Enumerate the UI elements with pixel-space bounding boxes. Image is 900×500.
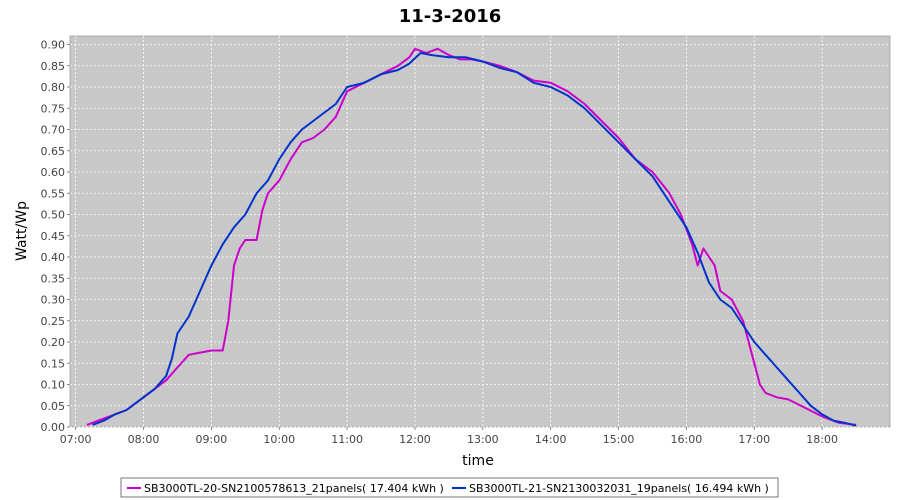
- y-tick-label: 0.90: [41, 39, 66, 52]
- y-tick-label: 0.10: [41, 379, 66, 392]
- y-tick-label: 0.50: [41, 209, 66, 222]
- y-tick-label: 0.30: [41, 294, 66, 307]
- x-tick-label: 09:00: [196, 433, 228, 446]
- x-tick-label: 12:00: [399, 433, 431, 446]
- x-tick-label: 16:00: [671, 433, 703, 446]
- y-tick-label: 0.25: [41, 315, 66, 328]
- plot-area: [69, 35, 891, 428]
- y-tick-label: 0.20: [41, 336, 66, 349]
- y-tick-label: 0.75: [41, 102, 66, 115]
- legend-label: SB3000TL-21-SN2130032031_19panels( 16.49…: [469, 482, 769, 495]
- y-tick-label: 0.70: [41, 124, 66, 137]
- x-tick-label: 13:00: [467, 433, 499, 446]
- y-tick-label: 0.55: [41, 187, 66, 200]
- y-tick-label: 0.40: [41, 251, 66, 264]
- x-tick-label: 15:00: [603, 433, 635, 446]
- y-tick-label: 0.45: [41, 230, 66, 243]
- x-axis-label: time: [462, 453, 494, 469]
- y-tick-label: 0.00: [41, 421, 66, 434]
- y-axis-ticks: 0.00 0.05 0.10 0.15 0.20 0.25 0.30 0.35 0.40 0.45…: [41, 39, 70, 434]
- x-tick-label: 18:00: [806, 433, 838, 446]
- y-tick-label: 0.05: [41, 400, 66, 413]
- x-tick-label: 07:00: [60, 433, 92, 446]
- x-tick-label: 17:00: [738, 433, 770, 446]
- legend: SB3000TL-20-SN2100578613_21panels( 17.40…: [120, 477, 779, 498]
- y-tick-label: 0.80: [41, 81, 66, 94]
- series-lines: [86, 47, 857, 427]
- legend-label: SB3000TL-20-SN2100578613_21panels( 17.40…: [144, 482, 444, 495]
- gridlines: [70, 36, 890, 428]
- x-tick-label: 11:00: [331, 433, 363, 446]
- y-tick-label: 0.15: [41, 357, 66, 370]
- legend-box: [120, 477, 779, 498]
- series-line-2: [92, 52, 857, 427]
- y-axis-label: Watt/Wp: [14, 201, 30, 261]
- y-tick-label: 0.65: [41, 145, 66, 158]
- series-line-1: [86, 47, 857, 426]
- y-tick-label: 0.60: [41, 166, 66, 179]
- chart-title: 11-3-2016: [399, 6, 502, 27]
- x-tick-label: 10:00: [263, 433, 295, 446]
- x-axis-ticks: 07:00 08:00 09:00 10:00 11:00 12:00 13:00 14:00…: [60, 427, 838, 446]
- x-tick-label: 14:00: [535, 433, 567, 446]
- y-tick-label: 0.85: [41, 60, 66, 73]
- y-tick-label: 0.35: [41, 272, 66, 285]
- x-tick-label: 08:00: [128, 433, 160, 446]
